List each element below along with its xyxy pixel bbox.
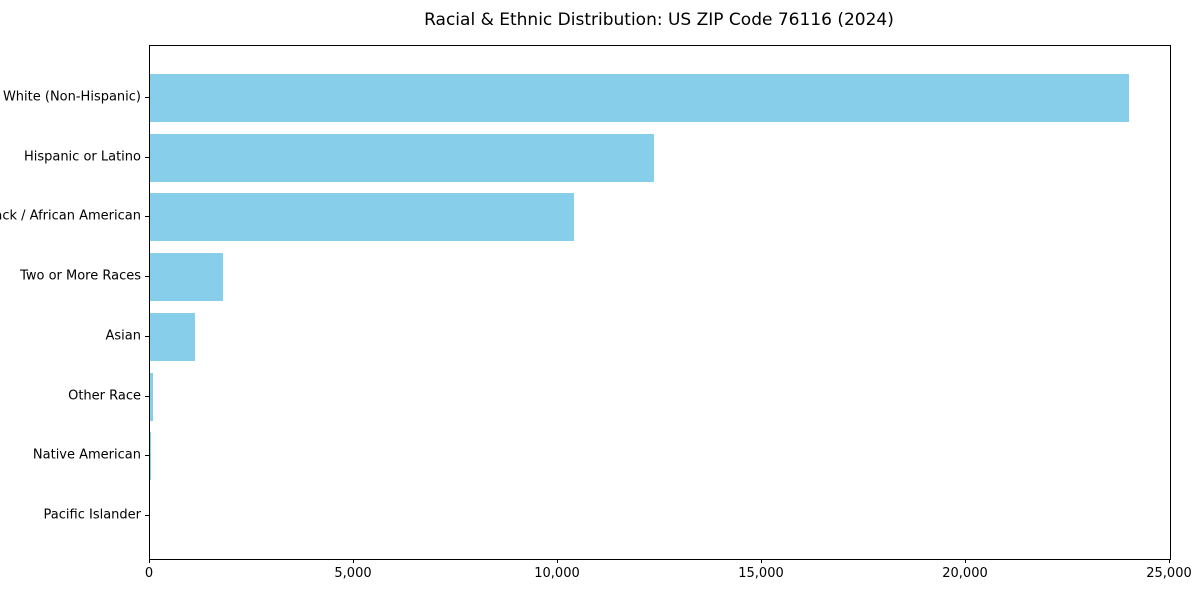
bar — [150, 432, 152, 481]
y-axis-label: Black / African American — [0, 208, 141, 224]
bar — [150, 253, 224, 302]
y-tick — [145, 276, 149, 278]
x-tick-label: 5,000 — [334, 566, 372, 581]
x-tick — [353, 559, 354, 563]
y-tick — [145, 455, 149, 457]
y-tick — [145, 395, 149, 397]
y-axis-label: Other Race — [68, 388, 141, 404]
x-tick — [761, 559, 762, 563]
x-tick-label: 15,000 — [738, 566, 784, 581]
y-tick — [145, 97, 149, 98]
bar — [150, 74, 1130, 122]
x-tick-label: 25,000 — [1146, 566, 1192, 581]
y-tick — [145, 515, 149, 516]
x-tick — [149, 559, 150, 563]
x-tick — [557, 559, 558, 563]
x-tick — [1169, 559, 1170, 563]
y-tick — [145, 156, 149, 158]
x-tick-label: 0 — [144, 566, 154, 581]
bar — [150, 133, 654, 182]
bar — [150, 312, 195, 361]
bar — [150, 372, 154, 421]
y-axis-label: Two or More Races — [20, 268, 141, 284]
y-axis-label: Hispanic or Latino — [23, 149, 141, 165]
bar — [150, 193, 575, 242]
chart-title: Racial & Ethnic Distribution: US ZIP Cod… — [424, 10, 894, 30]
x-tick-label: 20,000 — [942, 566, 988, 581]
y-axis-label: White (Non-Hispanic) — [2, 89, 141, 105]
y-tick — [145, 216, 149, 218]
y-axis-label: Native American — [32, 447, 141, 463]
x-tick-label: 10,000 — [534, 566, 580, 581]
y-tick — [145, 335, 149, 337]
x-tick — [965, 559, 966, 563]
plot-area — [149, 45, 1171, 560]
y-axis-label: Asian — [105, 328, 141, 344]
y-axis-label: Pacific Islander — [43, 507, 141, 523]
